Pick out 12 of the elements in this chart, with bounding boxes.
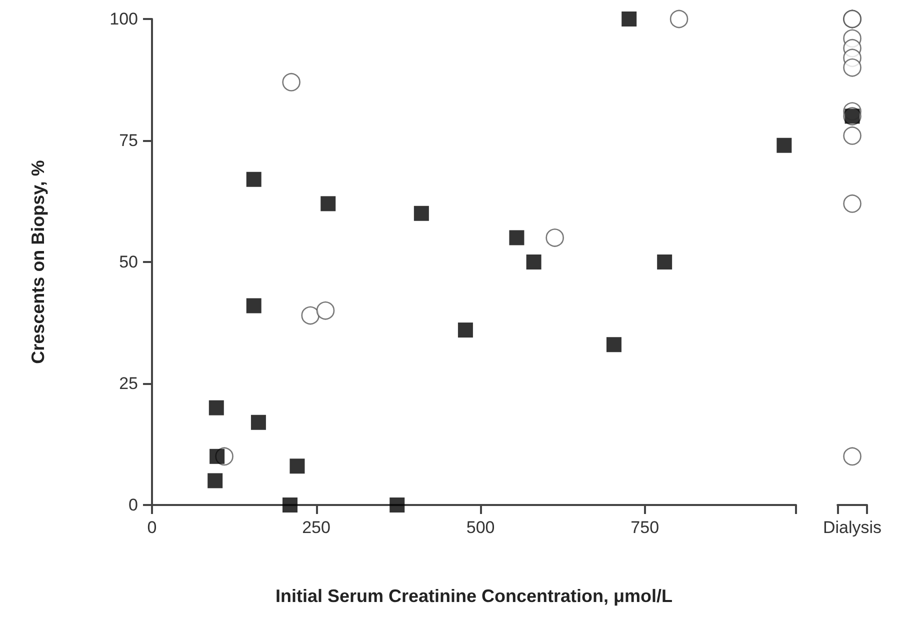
x-tick-label: 750 xyxy=(630,518,660,537)
y-tick-label: 25 xyxy=(119,374,138,393)
x-axis-title: Initial Serum Creatinine Concentration, μmol/L xyxy=(275,586,673,606)
y-tick-label: 75 xyxy=(119,131,138,150)
y-tick-label: 0 xyxy=(128,496,138,514)
x-tick-label: Dialysis xyxy=(823,518,882,537)
x-tick-label: 0 xyxy=(147,518,157,537)
y-axis-title: Crescents on Biopsy, % xyxy=(28,160,48,364)
y-tick-label: 50 xyxy=(119,252,138,272)
x-tick-label: 500 xyxy=(466,518,495,537)
y-tick-label: 100 xyxy=(110,10,138,28)
x-tick-label: 250 xyxy=(302,518,330,537)
